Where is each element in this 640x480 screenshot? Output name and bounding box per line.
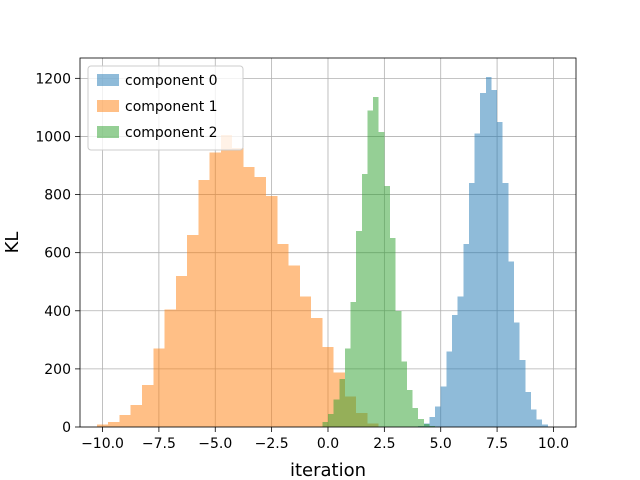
histogram-bar [485,76,492,427]
histogram-bar [187,235,199,427]
histogram-bar [254,177,266,427]
histogram-bar [491,89,498,427]
histogram-bar [175,275,188,427]
histogram-bar [322,347,334,427]
histogram-bar [141,384,154,427]
histogram-bar [406,389,413,427]
series-bars-2 [322,97,436,428]
series-bars-0 [418,76,548,427]
histogram-bar [333,399,340,427]
histogram-bars [96,76,548,428]
histogram-bar [367,110,374,428]
legend-label: component 2 [125,125,218,141]
histogram-bar [130,405,142,427]
histogram-bar [119,414,131,427]
y-tick-label: 800 [44,188,71,204]
histogram-bar [395,310,402,427]
histogram-bar [373,97,379,427]
histogram-bar [198,180,210,427]
histogram-bar [389,238,396,427]
histogram-bar [209,152,221,427]
histogram-bar [451,315,458,427]
x-tick-label: 2.5 [373,436,395,452]
histogram-bar [327,413,334,427]
histogram-bar [525,392,531,427]
histogram-bar [435,406,441,427]
histogram-bar [508,261,514,427]
histogram-bar [339,379,345,427]
histogram-bar [164,309,176,427]
x-axis-ticks: −10.0 −7.5 −5.0 −2.5 0.0 2.5 5.0 7.5 10.0 [81,427,569,452]
histogram-bar [497,121,503,427]
y-tick-label: 200 [44,362,71,378]
histogram-bar [108,421,120,427]
histogram-bar [429,416,436,427]
histogram-bar [536,419,543,427]
histogram-bar [530,409,537,427]
histogram-bar [350,302,357,427]
histogram-bar [429,426,436,427]
y-tick-label: 600 [44,246,71,262]
histogram-bar [153,348,165,427]
y-axis-label: KL [2,232,23,254]
histogram-bar [474,133,481,427]
y-tick-label: 1200 [35,71,71,87]
x-axis-label: iteration [290,460,366,480]
histogram-bar [243,166,255,427]
y-tick-label: 400 [44,304,71,320]
histogram-bar [288,265,300,427]
x-tick-label: 0.0 [317,436,339,452]
y-axis-ticks: 0 200 400 600 800 1000 1200 [35,71,80,436]
legend-swatch [97,74,119,86]
histogram-bar [502,182,509,427]
x-tick-label: 7.5 [486,436,508,452]
histogram-bar [468,182,475,427]
histogram-bar [265,196,278,427]
histogram-bar [423,424,430,427]
histogram-bar [322,421,328,427]
legend-label: component 0 [125,73,218,89]
legend: component 0 component 1 component 2 [87,65,244,151]
histogram-bar [418,418,424,427]
histogram-bar [220,134,233,427]
histogram-bar [378,132,385,427]
legend-label: component 1 [125,99,218,115]
histogram-bar [440,386,447,427]
histogram-bar [344,348,351,427]
legend-swatch [97,100,119,112]
legend-box [87,65,244,151]
histogram-bar [384,185,390,427]
y-tick-label: 0 [62,420,71,436]
histogram-bar [96,424,109,427]
histogram-bar [480,92,486,427]
legend-swatch [97,126,119,138]
histogram-bar [311,318,323,427]
x-tick-label: −7.5 [142,436,176,452]
histogram-bar [356,230,362,427]
histogram-bar [412,408,419,427]
y-tick-label: 1000 [35,129,71,145]
x-tick-label: −5.0 [198,436,232,452]
x-tick-label: −2.5 [255,436,289,452]
series-bars-1 [96,134,379,427]
x-tick-label: 5.0 [430,436,452,452]
histogram-bar [277,243,289,427]
histogram-bar [463,243,469,427]
histogram-bar [519,360,526,427]
histogram-bar [401,361,407,427]
histogram-bar [232,148,244,427]
x-tick-label: −10.0 [81,436,124,452]
histogram-bar [446,351,452,427]
histogram-bar [542,424,548,427]
histogram-bar [299,296,312,427]
histogram-bar [457,296,464,427]
histogram-bar [513,322,520,427]
x-tick-label: 10.0 [538,436,569,452]
histogram-bar [361,174,368,427]
